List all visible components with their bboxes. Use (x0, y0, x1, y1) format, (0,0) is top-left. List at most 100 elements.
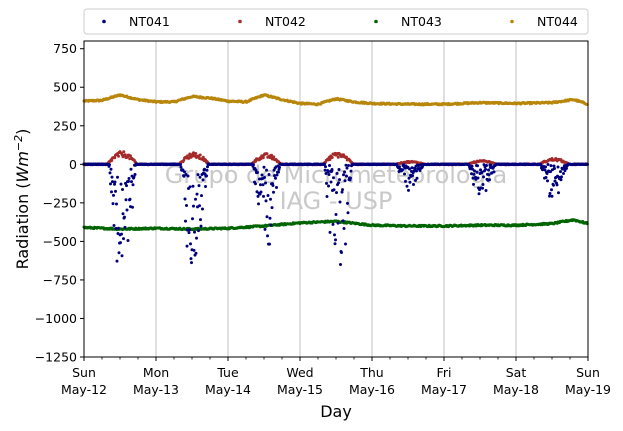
point-nt041 (255, 190, 259, 194)
point-nt041 (199, 224, 203, 228)
point-nt041 (197, 229, 200, 233)
point-nt041 (331, 222, 335, 226)
point-nt041 (324, 165, 327, 169)
point-nt041 (189, 242, 192, 246)
x-tick-label-day: Fri (437, 365, 452, 380)
point-nt041 (179, 165, 183, 169)
point-nt041 (263, 227, 267, 231)
point-nt042 (330, 156, 334, 160)
point-nt041 (252, 163, 255, 167)
point-nt041 (544, 176, 548, 180)
point-nt041 (328, 164, 331, 168)
point-nt041 (267, 173, 271, 176)
x-tick-label-date: May-15 (277, 382, 323, 397)
point-nt042 (336, 155, 340, 159)
point-nt041 (408, 167, 411, 171)
point-nt041 (346, 201, 349, 205)
point-nt041 (273, 174, 276, 178)
point-nt041 (266, 234, 269, 238)
point-nt041 (201, 178, 205, 182)
point-nt041 (485, 163, 488, 167)
point-nt041 (197, 184, 201, 188)
point-nt041 (484, 167, 487, 171)
point-nt041 (268, 242, 271, 246)
point-nt042 (110, 159, 114, 163)
point-nt041 (198, 204, 201, 208)
point-nt041 (487, 168, 490, 172)
point-nt042 (113, 156, 117, 160)
point-nt041 (333, 233, 336, 237)
point-nt041 (477, 192, 481, 196)
x-tick-label-date: May-19 (565, 382, 611, 397)
point-nt041 (114, 226, 118, 230)
point-nt041 (343, 179, 347, 183)
point-nt041 (179, 162, 182, 166)
point-nt041 (119, 241, 122, 245)
point-nt042 (117, 154, 120, 158)
point-nt041 (262, 194, 265, 198)
point-nt041 (119, 182, 123, 186)
y-axis-title: Radiation (Wm−2) (12, 129, 32, 270)
x-tick-label-day: Thu (359, 365, 383, 380)
legend-label-nt044: NT044 (537, 14, 578, 29)
point-nt041 (193, 230, 196, 234)
point-nt041 (481, 182, 485, 186)
point-nt041 (471, 167, 474, 171)
point-nt041 (341, 188, 344, 192)
point-nt041 (545, 171, 549, 175)
point-nt041 (334, 238, 337, 242)
point-nt041 (472, 172, 476, 176)
point-nt041 (349, 169, 353, 173)
point-nt041 (403, 172, 406, 176)
point-nt041 (132, 175, 136, 179)
point-nt041 (323, 168, 327, 172)
point-nt041 (482, 175, 485, 179)
point-nt041 (347, 163, 350, 167)
point-nt041 (412, 169, 416, 173)
point-nt041 (265, 215, 269, 219)
point-nt041 (410, 166, 414, 170)
point-nt041 (108, 163, 111, 167)
point-nt041 (110, 175, 114, 179)
point-nt041 (260, 173, 264, 177)
point-nt041 (476, 176, 480, 180)
point-nt041 (116, 175, 119, 179)
point-nt042 (123, 153, 127, 157)
point-nt041 (108, 171, 112, 175)
point-nt042 (345, 155, 348, 159)
point-nt041 (259, 183, 262, 187)
point-nt041 (264, 199, 268, 203)
point-nt041 (200, 194, 203, 198)
x-tick-label-day: Tue (216, 365, 239, 380)
point-nt042 (201, 155, 205, 159)
point-nt041 (257, 202, 260, 206)
point-nt041 (277, 170, 280, 174)
point-nt041 (470, 172, 473, 176)
point-nt041 (121, 188, 124, 191)
point-nt041 (269, 197, 272, 201)
point-nt042 (259, 157, 263, 161)
point-nt041 (549, 164, 553, 168)
point-nt041 (344, 163, 348, 167)
point-nt042 (186, 154, 189, 158)
point-nt041 (479, 168, 482, 172)
point-nt041 (254, 182, 257, 186)
point-nt041 (346, 211, 350, 215)
point-nt041 (188, 228, 191, 232)
point-nt041 (405, 184, 409, 188)
point-nt041 (204, 185, 207, 189)
point-nt041 (473, 169, 476, 173)
point-nt041 (330, 168, 334, 172)
x-tick-label-day: Mon (143, 365, 169, 380)
point-nt041 (553, 167, 556, 171)
point-nt041 (484, 188, 488, 192)
point-nt041 (201, 207, 204, 211)
point-nt042 (254, 159, 258, 163)
point-nt041 (344, 242, 347, 246)
point-nt041 (342, 226, 346, 230)
point-nt041 (122, 237, 125, 241)
legend-label-nt043: NT043 (401, 14, 442, 29)
point-nt041 (407, 176, 411, 180)
point-nt041 (550, 194, 554, 198)
point-nt041 (186, 174, 190, 178)
